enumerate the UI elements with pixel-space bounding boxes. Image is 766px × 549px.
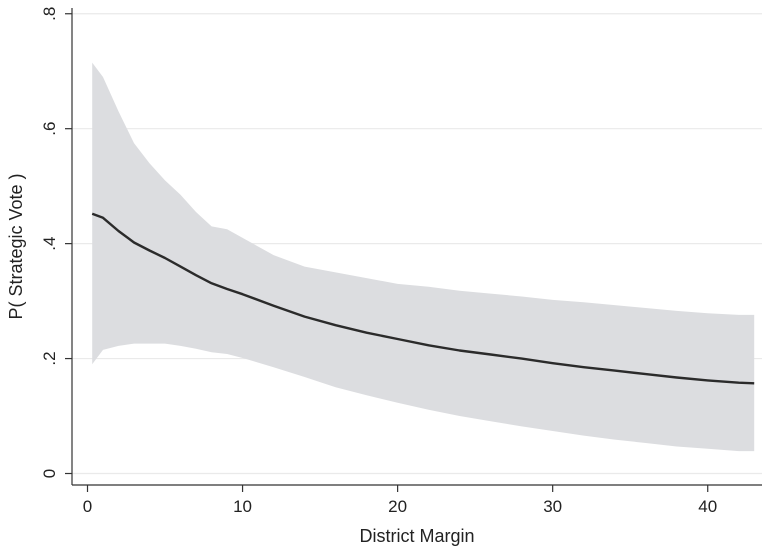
y-tick-label-4: .8 — [40, 7, 59, 21]
y-tick-label-1: .2 — [40, 351, 59, 365]
confidence-band — [92, 62, 755, 452]
x-tick-label-4: 40 — [698, 497, 717, 516]
x-tick-label-0: 0 — [83, 497, 92, 516]
y-tick-label-3: .6 — [40, 122, 59, 136]
y-axis-title: P( Strategic Vote ) — [6, 173, 26, 319]
y-tick-label-0: 0 — [40, 469, 59, 478]
x-tick-label-3: 30 — [543, 497, 562, 516]
x-tick-label-2: 20 — [388, 497, 407, 516]
y-tick-label-2: .4 — [40, 237, 59, 251]
x-axis-title: District Margin — [359, 526, 474, 546]
prediction-line — [91, 212, 755, 385]
axes — [71, 8, 762, 486]
y-axis-ticks: 0 .2 .4 .6 .8 — [40, 7, 72, 478]
x-tick-label-1: 10 — [233, 497, 252, 516]
x-axis-ticks: 0 10 20 30 40 — [83, 485, 717, 516]
